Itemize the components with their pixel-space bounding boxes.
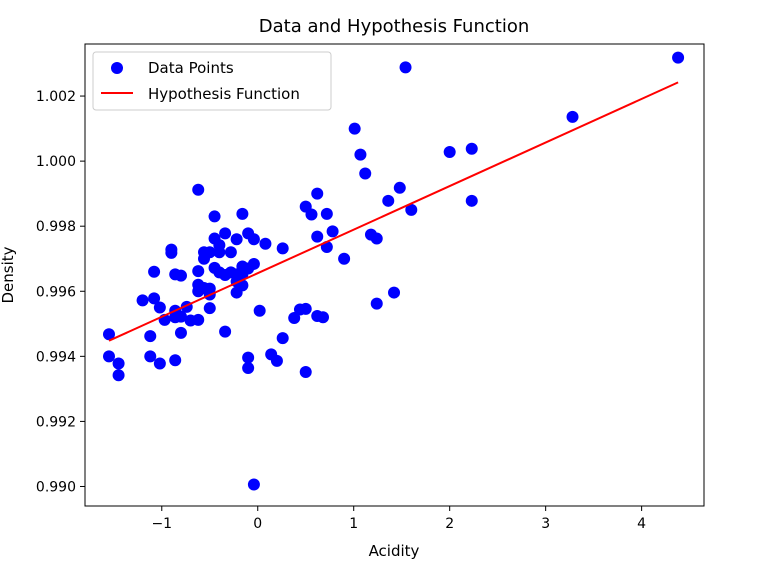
data-point [208, 210, 221, 223]
x-tick-label: 4 [637, 516, 646, 532]
data-point [213, 246, 226, 259]
legend-label-hypothesis-function: Hypothesis Function [148, 85, 300, 103]
data-point [672, 51, 685, 64]
data-point [169, 354, 182, 367]
data-point [388, 286, 401, 299]
data-point [242, 351, 255, 364]
chart-title: Data and Hypothesis Function [259, 16, 530, 37]
data-point [230, 233, 243, 246]
y-tick-label: 0.990 [36, 479, 76, 495]
data-point [102, 350, 115, 363]
x-axis-ticks: −1 0 1 2 3 4 [151, 506, 646, 532]
hypothesis-function-line [108, 81, 679, 342]
x-tick-label: −1 [151, 516, 172, 532]
data-point [174, 310, 187, 323]
data-point [144, 350, 157, 363]
data-point [465, 142, 478, 155]
y-tick-label: 1.002 [36, 89, 76, 105]
data-point [259, 237, 272, 250]
y-tick-label: 0.994 [36, 349, 76, 365]
data-point [405, 203, 418, 216]
data-point [370, 232, 383, 245]
data-point [148, 265, 161, 278]
data-point [148, 292, 161, 305]
x-tick-label: 1 [349, 516, 358, 532]
axes-frame [84, 43, 705, 507]
data-point [317, 311, 330, 324]
data-point [247, 233, 260, 246]
data-point [247, 478, 260, 491]
data-point [288, 311, 301, 324]
data-point [174, 326, 187, 339]
data-point [242, 362, 255, 375]
data-point [102, 328, 115, 341]
data-point [165, 246, 178, 259]
y-tick-label: 0.998 [36, 219, 76, 235]
data-point [311, 230, 324, 243]
legend: Data Points Hypothesis Function [92, 51, 332, 111]
data-point [224, 246, 237, 259]
plot-area [102, 51, 685, 491]
data-point [305, 208, 318, 221]
data-point [370, 297, 383, 310]
data-point [276, 332, 289, 345]
data-point [203, 246, 216, 259]
data-point [443, 146, 456, 159]
x-tick-label: 3 [541, 516, 550, 532]
y-tick-label: 0.992 [36, 414, 76, 430]
data-point [299, 365, 312, 378]
data-point [219, 325, 232, 338]
data-point [247, 257, 260, 270]
y-axis-label: Density [0, 246, 17, 303]
x-tick-label: 0 [253, 516, 262, 532]
data-point [144, 330, 157, 343]
y-tick-label: 1.000 [36, 154, 76, 170]
y-axis-ticks: 0.990 0.992 0.994 0.996 0.998 1.000 1.002 [36, 89, 85, 495]
data-point [153, 301, 166, 314]
data-point [276, 242, 289, 255]
data-point [253, 304, 266, 317]
data-point [112, 369, 125, 382]
data-point [236, 207, 249, 220]
data-point [153, 357, 166, 370]
data-point [399, 61, 412, 74]
data-point [112, 357, 125, 370]
data-point [354, 148, 367, 161]
data-point [311, 187, 324, 200]
data-point [192, 313, 205, 326]
data-point [382, 194, 395, 207]
data-point [566, 110, 579, 123]
data-point [136, 294, 149, 307]
x-axis-label: Acidity [369, 542, 420, 560]
data-point [393, 181, 406, 194]
legend-box [92, 51, 332, 111]
data-point [270, 354, 283, 367]
x-tick-label: 2 [445, 516, 454, 532]
legend-label-data-points: Data Points [148, 59, 234, 77]
data-point [338, 252, 351, 265]
data-point [174, 269, 187, 282]
y-tick-label: 0.996 [36, 284, 76, 300]
data-point [219, 227, 232, 240]
data-point [359, 167, 372, 180]
data-point [348, 122, 361, 135]
data-point [320, 207, 333, 220]
data-point [192, 265, 205, 278]
data-point [192, 183, 205, 196]
legend-marker-data-points [111, 62, 123, 74]
data-point [299, 302, 312, 315]
data-point [326, 225, 339, 238]
data-point [465, 194, 478, 207]
data-point [203, 302, 216, 315]
